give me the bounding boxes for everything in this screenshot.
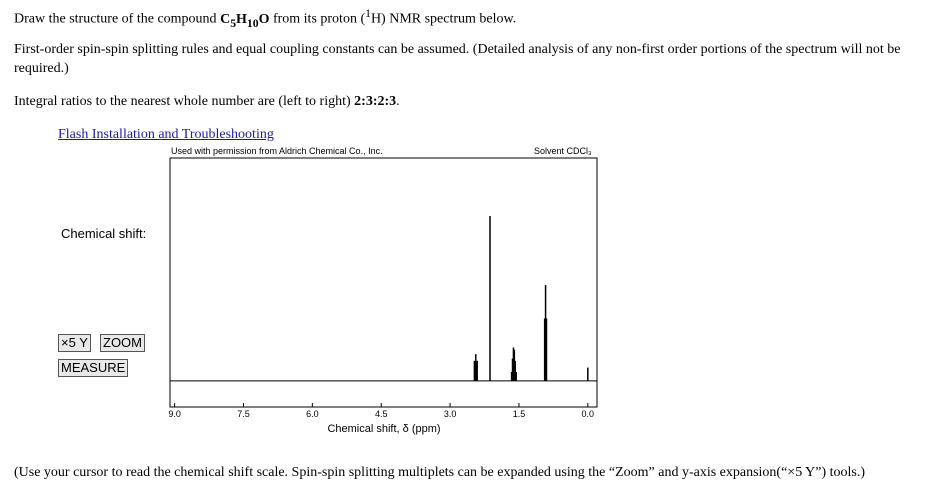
text: from its proton ( <box>269 11 366 27</box>
text: Integral ratios to the nearest whole num… <box>14 94 355 109</box>
measure-button[interactable]: MEASURE <box>58 359 129 377</box>
expand-button[interactable]: ×5 Y <box>58 334 91 352</box>
spectrum: Used with permission from Aldrich Chemic… <box>168 146 598 435</box>
zoom-button[interactable]: ZOOM <box>100 334 145 352</box>
text: 1 <box>365 7 371 20</box>
formula-part: C <box>220 11 231 27</box>
question-line3: Integral ratios to the nearest whole num… <box>14 92 400 111</box>
x-tick-label: 9.0 <box>168 409 181 419</box>
formula-part: 10 <box>246 16 259 30</box>
formula-part: O <box>258 11 270 27</box>
solvent: Solvent CDCl₃ <box>534 146 592 156</box>
ratio: 2:3:2:3 <box>354 94 397 109</box>
x-tick-label: 6.0 <box>306 409 319 419</box>
text: Draw the structure of the compound <box>14 11 221 27</box>
x-tick-label: 7.5 <box>237 409 250 419</box>
x-tick-label: 4.5 <box>375 409 388 419</box>
formula-part: H <box>236 11 247 27</box>
question-line2: First-order spin-spin splitting rules an… <box>14 42 901 76</box>
x-axis-label: Chemical shift, δ (ppm) <box>327 423 440 435</box>
help-link[interactable]: Flash Installation and Troubleshooting <box>58 127 274 142</box>
formula: C5H10O <box>220 11 270 30</box>
footer: (Use your cursor to read the chemical sh… <box>14 465 866 480</box>
text: H) NMR spectrum below. <box>370 11 517 27</box>
question-line1: Draw the structure of the compound C5H10… <box>14 4 516 32</box>
x-tick-label: 1.5 <box>513 409 526 419</box>
formula-part: 5 <box>230 16 237 30</box>
shift-label: Chemical shift: <box>61 226 147 241</box>
x-tick-label: 3.0 <box>444 409 457 419</box>
x-tick-label: 0.0 <box>582 409 595 419</box>
text: . <box>396 94 400 109</box>
credit: Used with permission from Aldrich Chemic… <box>171 146 383 156</box>
plot-frame <box>169 157 598 408</box>
